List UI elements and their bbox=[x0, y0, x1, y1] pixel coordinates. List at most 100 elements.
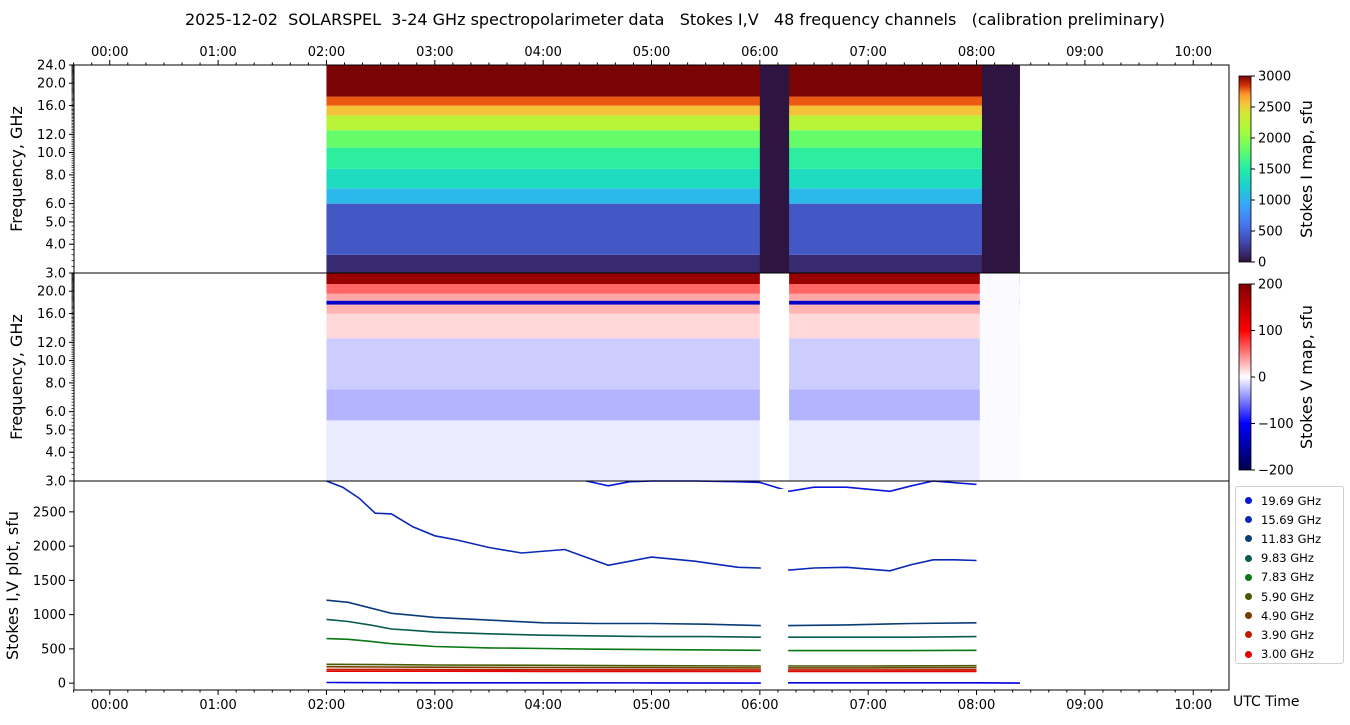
stokes-v-band bbox=[326, 389, 1020, 421]
stokes-v-band bbox=[326, 304, 1020, 314]
y-tick-label: 16.0 bbox=[37, 307, 66, 322]
x-tick-label-bottom: 01:00 bbox=[199, 698, 236, 713]
stokes-v-colorbar bbox=[1238, 283, 1252, 471]
y-tick-label: 10.0 bbox=[37, 354, 66, 369]
legend-item: 3.00 GHz bbox=[1242, 645, 1343, 664]
y-tick-label: 500 bbox=[41, 642, 66, 657]
y-tick-label: 4.0 bbox=[45, 446, 66, 461]
legend-marker-icon bbox=[1245, 573, 1252, 581]
spectrogram-layer bbox=[326, 65, 1020, 481]
series-line bbox=[586, 480, 977, 493]
stokes-v-colorbar-tick-label: 200 bbox=[1258, 278, 1283, 293]
legend-label: 11.83 GHz bbox=[1261, 531, 1322, 546]
x-tick-label-top: 09:00 bbox=[1066, 45, 1103, 60]
legend-item: 9.83 GHz bbox=[1242, 549, 1343, 568]
stokes-i-colorbar-tick-label: 3000 bbox=[1258, 70, 1291, 85]
stokes-i-colorbar-label: Stokes I map, sfu bbox=[1297, 100, 1316, 238]
stokes-v-band bbox=[326, 420, 1020, 481]
y-tick-label: 2500 bbox=[33, 505, 66, 520]
stokes-i-colorbar-tick-label: 2000 bbox=[1258, 132, 1291, 147]
legend-label: 19.69 GHz bbox=[1261, 493, 1322, 508]
series-line bbox=[326, 681, 1020, 684]
panel-frame bbox=[73, 480, 1230, 691]
stokes-i-band bbox=[326, 168, 1020, 189]
y-tick-label: 1500 bbox=[33, 574, 66, 589]
x-tick-label-top: 10:00 bbox=[1175, 45, 1212, 60]
series-line bbox=[326, 668, 977, 671]
stokes-i-band bbox=[326, 105, 1020, 116]
y-tick-label: 12.0 bbox=[37, 128, 66, 143]
series-line bbox=[326, 599, 977, 627]
stokes-i-colorbar-tick-label: 0 bbox=[1258, 256, 1266, 271]
y-axis-label-stokes-v: Frequency, GHz bbox=[7, 314, 26, 440]
legend: 19.69 GHz 15.69 GHz 11.83 GHz 9.83 GHz 7.83 … bbox=[1235, 486, 1344, 664]
stokes-v-band bbox=[326, 293, 1020, 301]
stokes-v-band bbox=[326, 284, 1020, 294]
stokes-v-colorbar-label: Stokes V map, sfu bbox=[1297, 305, 1316, 449]
legend-item: 3.90 GHz bbox=[1242, 625, 1343, 644]
legend-label: 4.90 GHz bbox=[1261, 608, 1314, 623]
x-tick-label-top: 01:00 bbox=[199, 45, 236, 60]
y-axis-label-stokes-i: Frequency, GHz bbox=[7, 106, 26, 232]
stokes-i-band bbox=[326, 203, 1020, 255]
legend-item: 7.83 GHz bbox=[1242, 568, 1343, 587]
series-line bbox=[326, 480, 977, 572]
legend-marker-icon bbox=[1245, 554, 1252, 562]
stokes-i-colorbar-tick-label: 500 bbox=[1258, 225, 1283, 240]
x-tick-label-top: 04:00 bbox=[524, 45, 561, 60]
legend-item: 11.83 GHz bbox=[1242, 529, 1343, 548]
stokes-i-colorbar-tick-label: 1000 bbox=[1258, 194, 1291, 209]
stokes-i-band bbox=[326, 130, 1020, 148]
legend-item: 15.69 GHz bbox=[1242, 510, 1343, 529]
y-tick-label: 16.0 bbox=[37, 99, 66, 114]
stokes-i-band bbox=[326, 147, 1020, 169]
y-tick-label: 2000 bbox=[33, 540, 66, 555]
y-tick-label: 6.0 bbox=[45, 197, 66, 212]
line-plot-layer bbox=[326, 480, 1020, 686]
y-tick-label: 6.0 bbox=[45, 405, 66, 420]
stokes-v-colorbar-tick-label: −200 bbox=[1258, 464, 1294, 479]
series-line bbox=[326, 665, 977, 669]
stokes-v-colorbar-tick-label: 0 bbox=[1258, 371, 1266, 386]
stokes-v-colorbar-tick-label: 100 bbox=[1258, 324, 1283, 339]
x-tick-label-bottom: 08:00 bbox=[958, 698, 995, 713]
x-tick-label-bottom: 04:00 bbox=[524, 698, 561, 713]
legend-marker-icon bbox=[1245, 631, 1252, 639]
legend-label: 9.83 GHz bbox=[1261, 551, 1314, 566]
legend-marker-icon bbox=[1245, 650, 1252, 658]
stokes-v-gap bbox=[759, 273, 790, 481]
legend-label: 3.00 GHz bbox=[1261, 647, 1314, 662]
x-tick-label-bottom: 05:00 bbox=[633, 698, 670, 713]
series-line bbox=[326, 637, 977, 652]
y-tick-label: 20.0 bbox=[37, 285, 66, 300]
y-tick-label: 12.0 bbox=[37, 336, 66, 351]
x-tick-label-bottom: 07:00 bbox=[849, 698, 886, 713]
y-tick-label: 24.0 bbox=[37, 59, 66, 74]
stokes-v-tail bbox=[979, 273, 1020, 481]
y-tick-label: 0 bbox=[58, 677, 66, 692]
y-tick-label: 8.0 bbox=[45, 168, 66, 183]
x-tick-label-top: 00:00 bbox=[91, 45, 128, 60]
y-tick-label: 5.0 bbox=[45, 423, 66, 438]
y-tick-label: 10.0 bbox=[37, 146, 66, 161]
y-tick-label: 5.0 bbox=[45, 215, 66, 230]
legend-label: 5.90 GHz bbox=[1261, 589, 1314, 604]
y-tick-label: 4.0 bbox=[45, 238, 66, 253]
y-tick-label: 8.0 bbox=[45, 376, 66, 391]
stokes-v-band bbox=[326, 338, 1020, 390]
x-tick-label-top: 07:00 bbox=[849, 45, 886, 60]
y-tick-label: 1000 bbox=[33, 608, 66, 623]
axes-layer: 00:00 00:00 01:00 01:00 02:00 02:00 03:00 03:00… bbox=[3, 45, 1316, 713]
legend-item: 19.69 GHz bbox=[1242, 491, 1343, 510]
stokes-i-colorbar-tick-label: 1500 bbox=[1258, 163, 1291, 178]
stokes-i-tail bbox=[981, 65, 1020, 273]
x-tick-label-bottom: 03:00 bbox=[416, 698, 453, 713]
y-tick-label: 20.0 bbox=[37, 77, 66, 92]
legend-marker-icon bbox=[1245, 516, 1252, 524]
legend-label: 15.69 GHz bbox=[1261, 512, 1322, 527]
legend-marker-icon bbox=[1245, 593, 1252, 601]
stokes-i-band bbox=[326, 96, 1020, 106]
x-tick-label-top: 06:00 bbox=[741, 45, 778, 60]
stokes-i-band bbox=[326, 115, 1020, 131]
chart-title: 2025-12-02 SOLARSPEL 3-24 GHz spectropol… bbox=[185, 10, 1165, 29]
